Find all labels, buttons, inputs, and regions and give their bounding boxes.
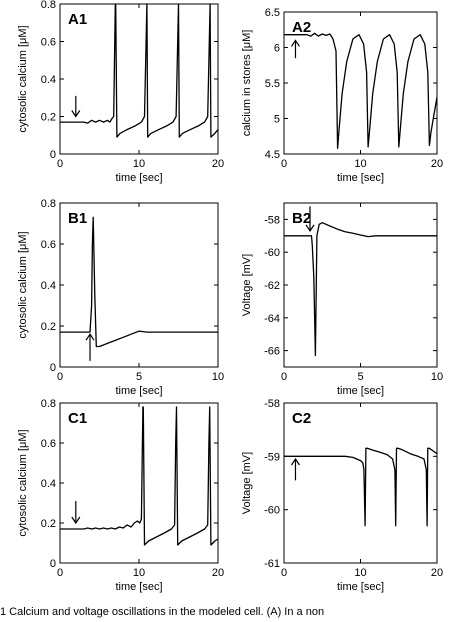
x-tick-label: 0 [57, 567, 63, 579]
series-line [60, 406, 219, 546]
y-tick-label: 0.8 [41, 0, 56, 11]
y-tick-label: -62 [264, 280, 280, 292]
y-axis-label: cytosolic calcium [μM] [17, 25, 29, 132]
y-tick-label: -58 [264, 398, 280, 410]
y-tick-label: 0 [50, 558, 56, 570]
panel-label: C2 [292, 410, 311, 427]
y-tick-label: 0.4 [41, 478, 56, 490]
plot-frame [59, 202, 219, 368]
y-tick-label: 0 [50, 149, 56, 161]
x-tick-label: 0 [57, 371, 63, 383]
y-tick-label: 0.2 [41, 321, 56, 333]
y-tick-label: -58 [264, 214, 280, 226]
x-tick-label: 10 [354, 567, 366, 579]
x-tick-label: 10 [354, 158, 366, 170]
y-tick-label: -59 [264, 451, 280, 463]
y-tick-label: 0.4 [41, 280, 56, 292]
y-tick-label: -60 [264, 247, 280, 259]
panel-label: B2 [292, 210, 311, 227]
panel-label: C1 [68, 410, 87, 427]
chart-panel-a2: 4.5 5 5.5 6 6.5 0 10 20 time [sec] calcium in sto… [241, 7, 443, 184]
y-axis-label: calcium in stores [μM] [241, 30, 253, 137]
plot-frame [59, 402, 219, 564]
arrow-head [290, 39, 300, 47]
y-tick-label: 0 [50, 362, 56, 374]
y-tick-label: 0.4 [41, 74, 56, 86]
arrow-head [71, 110, 81, 118]
chart-panel-c1: 0 0.2 0.4 0.6 0.8 0 10 20 time [sec] cytosolic ca… [17, 398, 224, 593]
x-tick-label: 5 [136, 371, 142, 383]
panel-label: A2 [292, 19, 311, 36]
y-tick-label: -66 [264, 346, 280, 358]
panel-label: B1 [68, 210, 87, 227]
x-tick-label: 20 [212, 158, 224, 170]
y-axis-label: cytosolic calcium [μM] [17, 429, 29, 536]
series-line [60, 216, 218, 348]
x-axis-label: time [sec] [337, 172, 384, 184]
series-line [60, 3, 219, 138]
y-tick-label: 0.6 [41, 37, 56, 49]
x-tick-label: 0 [57, 158, 63, 170]
figure-caption: 1 Calcium and voltage oscillations in th… [0, 606, 325, 618]
x-axis-label: time [sec] [115, 172, 162, 184]
plot-frame [283, 402, 438, 564]
y-tick-label: 0.2 [41, 112, 56, 124]
x-axis-label: time [sec] [337, 581, 384, 593]
arrow-head [290, 457, 300, 466]
y-tick-label: -64 [264, 313, 280, 325]
panel-label: A1 [68, 11, 87, 28]
x-tick-label: 10 [212, 371, 224, 383]
x-tick-label: 20 [431, 158, 443, 170]
y-tick-label: 5 [274, 114, 280, 126]
x-axis-label: time [sec] [115, 385, 162, 397]
x-tick-label: 0 [281, 158, 287, 170]
series-line [284, 447, 438, 527]
x-tick-label: 10 [133, 158, 145, 170]
x-tick-label: 5 [357, 371, 363, 383]
x-tick-label: 20 [212, 567, 224, 579]
y-tick-label: 6.5 [265, 7, 280, 19]
arrow-head [85, 333, 95, 341]
series-line [284, 32, 438, 149]
y-tick-label: -60 [264, 505, 280, 517]
y-tick-label: -61 [264, 558, 280, 570]
x-tick-label: 0 [281, 371, 287, 383]
chart-panel-b1: 0 0.2 0.4 0.6 0.8 0 5 10 time [sec] cytosolic cal… [17, 198, 224, 397]
x-tick-label: 10 [133, 567, 145, 579]
y-axis-label: cytosolic calcium [μM] [17, 231, 29, 338]
y-tick-label: 4.5 [265, 149, 280, 161]
y-axis-label: Voltage [mV] [241, 254, 253, 316]
chart-panel-b2: -66 -64 -62 -60 -58 0 5 10 time [sec] Voltage [mV… [241, 202, 443, 397]
y-tick-label: 6 [274, 43, 280, 55]
chart-panel-c2: -61 -60 -59 -58 0 10 20 time [sec] Voltage [mV] C… [241, 398, 443, 593]
y-tick-label: 0.6 [41, 239, 56, 251]
plot-frame [283, 202, 438, 368]
y-tick-label: 5.5 [265, 78, 280, 90]
arrow-head [71, 516, 81, 525]
x-tick-label: 0 [281, 567, 287, 579]
x-tick-label: 10 [431, 371, 443, 383]
y-tick-label: 0.8 [41, 398, 56, 410]
y-axis-label: Voltage [mV] [241, 452, 253, 514]
y-tick-label: 0.8 [41, 198, 56, 210]
arrow-head [305, 224, 315, 232]
y-tick-label: 0.2 [41, 518, 56, 530]
x-axis-label: time [sec] [115, 581, 162, 593]
chart-panel-a1: 0 0.2 0.4 0.6 0.8 0 10 20 time [sec] cytosolic ca… [17, 0, 224, 184]
y-tick-label: 0.6 [41, 438, 56, 450]
x-tick-label: 20 [431, 567, 443, 579]
series-line [284, 222, 437, 357]
x-axis-label: time [sec] [337, 385, 384, 397]
